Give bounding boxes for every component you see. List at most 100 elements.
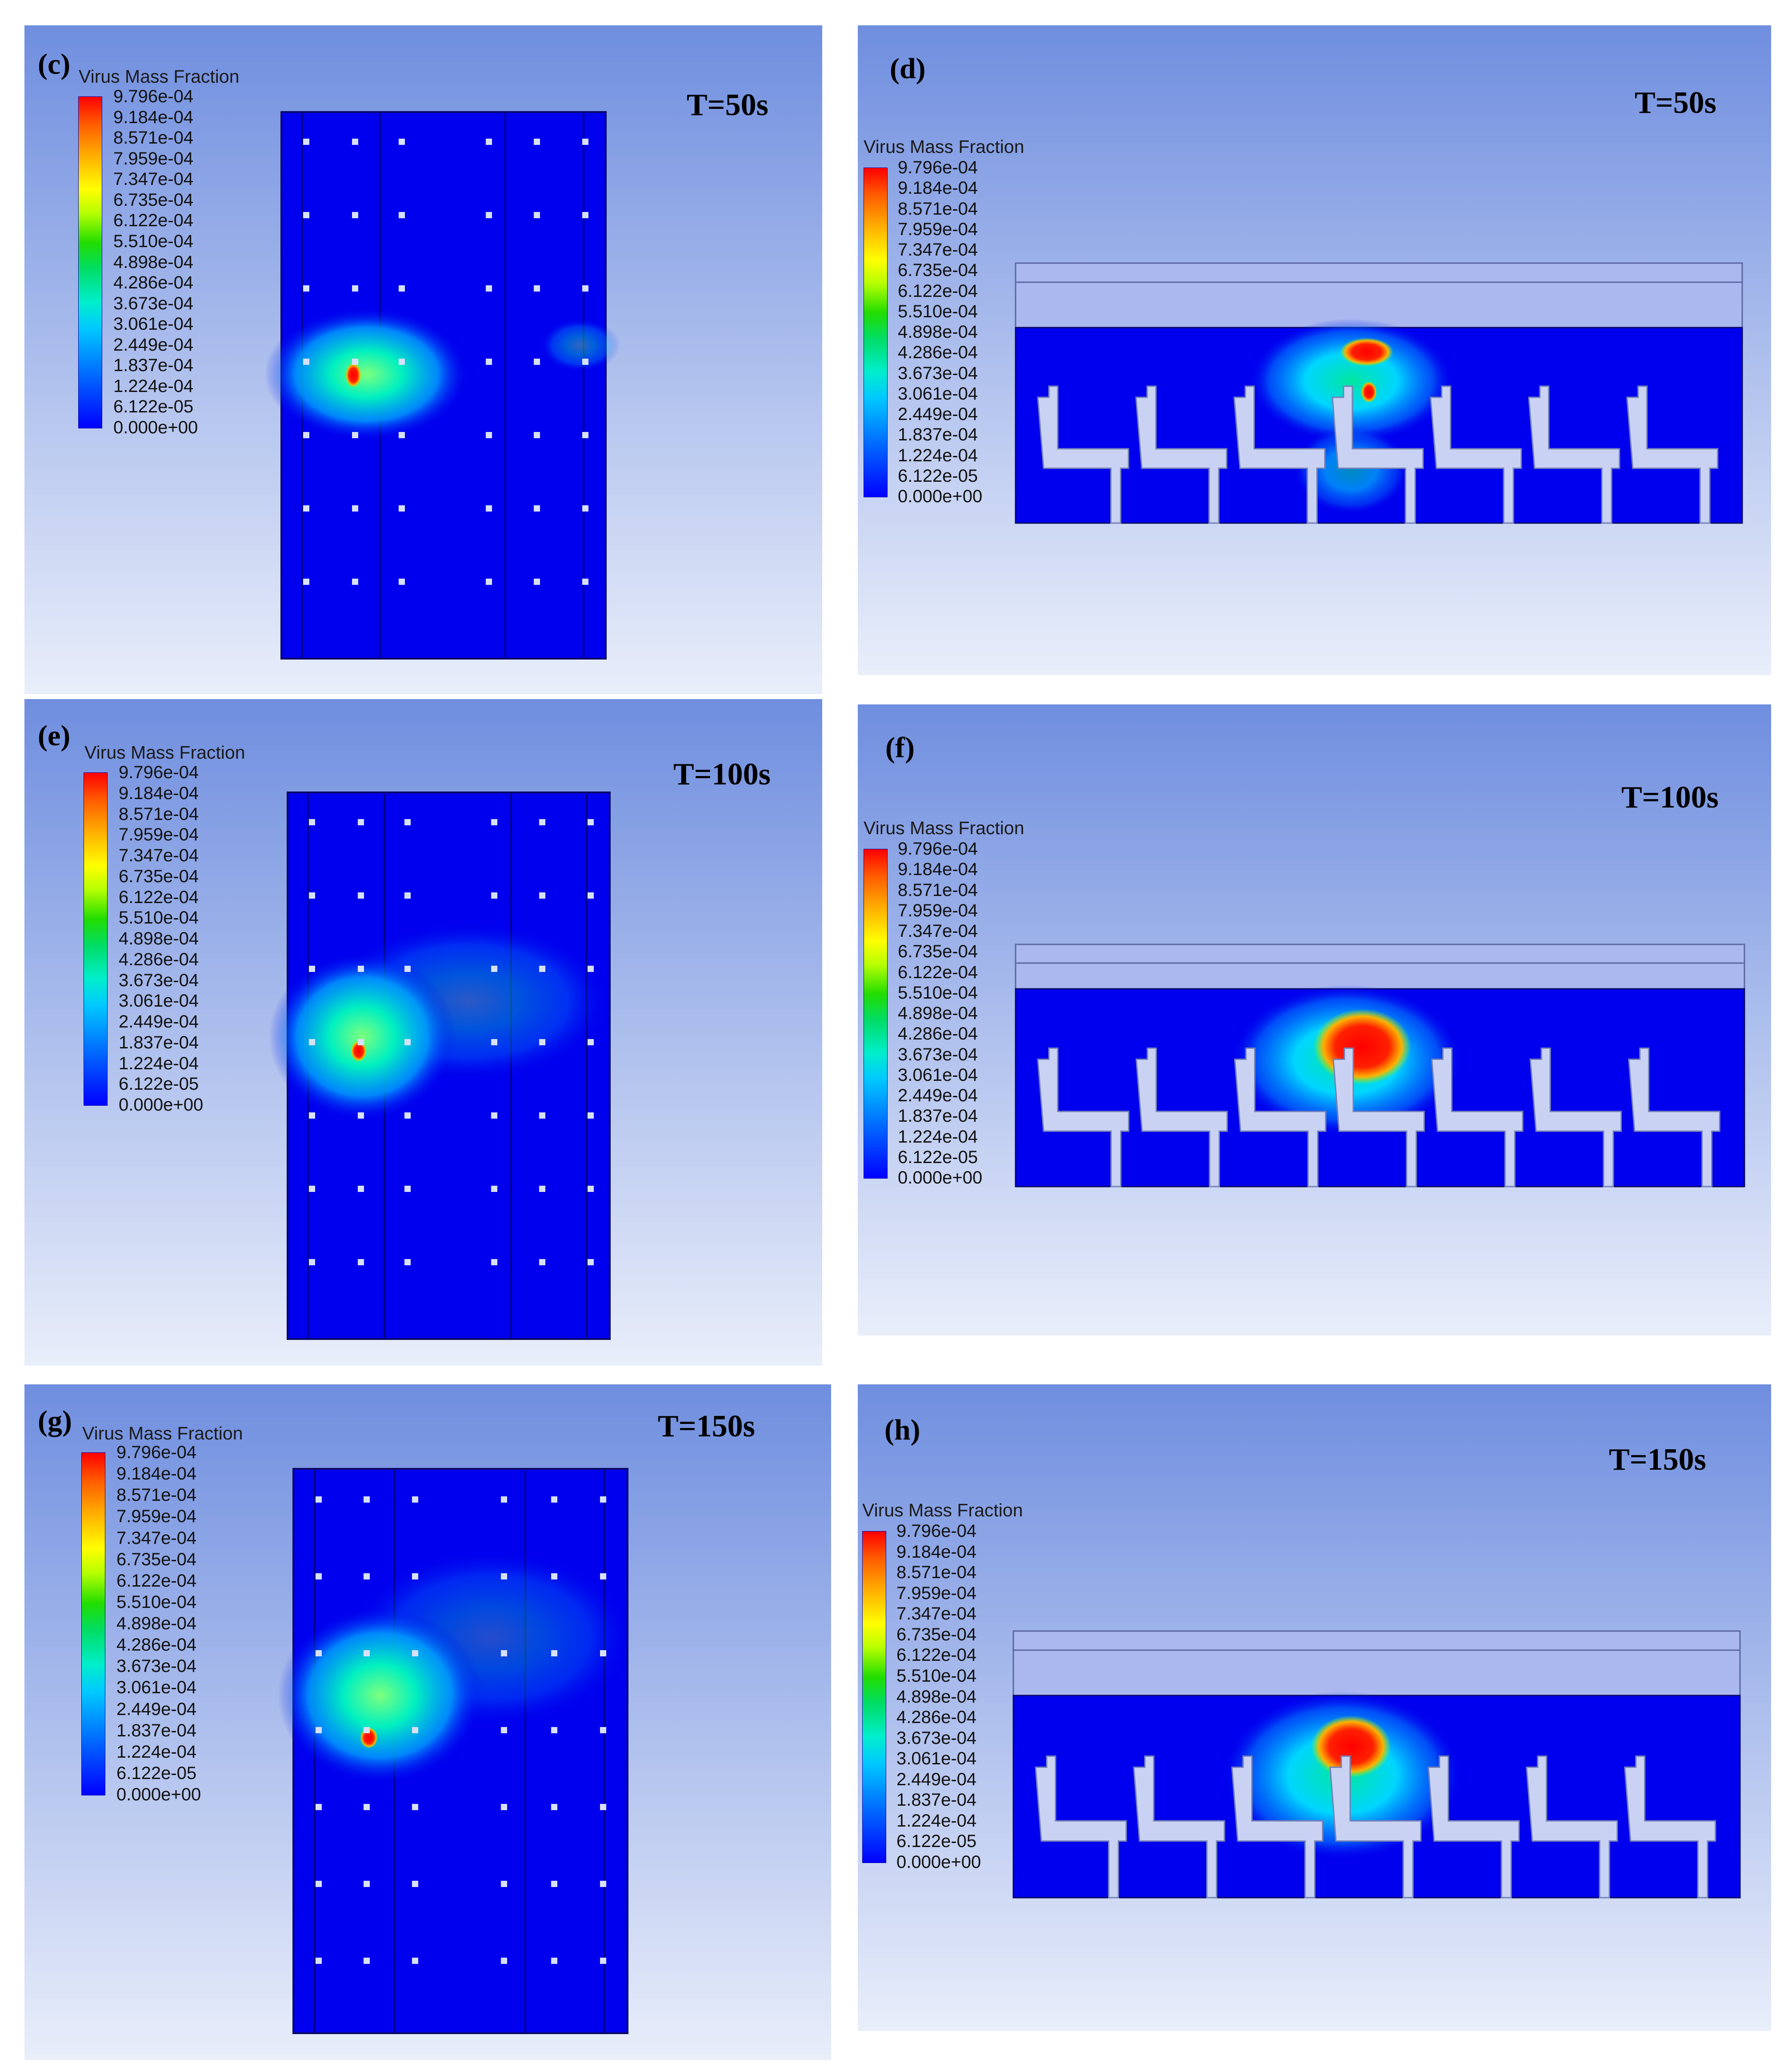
legend-tick-label: 0.000e+00 (116, 1785, 201, 1804)
legend-title: Virus Mass Fraction (79, 66, 240, 87)
legend-tick-label: 4.286e-04 (898, 343, 978, 363)
legend-tick-label: 3.673e-04 (113, 293, 194, 313)
legend-tick-label: 6.122e-04 (116, 1571, 197, 1591)
legend-tick-label: 1.837e-04 (113, 356, 194, 376)
legend-tick-label: 9.796e-04 (898, 839, 978, 859)
legend-tick-label: 0.000e+00 (898, 1168, 983, 1187)
seat-outline (1135, 385, 1228, 524)
seat-outline (1626, 385, 1719, 524)
panel-label: (h) (884, 1414, 920, 1446)
legend-tick-label: 8.571e-04 (113, 128, 194, 148)
panel-label: (e) (38, 720, 71, 752)
legend-tick-label: 8.571e-04 (116, 1485, 197, 1505)
color-scale-ticks: 9.796e-04 9.184e-04 8.571e-04 7.959e-04 7.34… (898, 159, 982, 505)
seat-outline (1035, 1755, 1127, 1899)
legend-tick-label: 4.286e-04 (898, 1024, 978, 1044)
legend-tick-label: 8.571e-04 (898, 880, 978, 900)
legend-tick-label: 7.959e-04 (116, 1507, 197, 1527)
color-scale-bar (864, 168, 888, 497)
panel-label: (f) (885, 732, 915, 764)
legend-tick-label: 6.122e-05 (896, 1831, 977, 1851)
panel-f-side-view: (f) T=100s Virus Mass Fraction 9.796e-04… (858, 704, 1771, 1335)
side-view-plot (858, 1384, 1771, 2031)
legend-tick-label: 4.898e-04 (896, 1687, 977, 1707)
legend-tick-label: 4.286e-04 (116, 1635, 197, 1655)
legend-tick-label: 2.449e-04 (116, 1699, 197, 1719)
legend-tick-label: 5.510e-04 (896, 1666, 977, 1686)
panel-e-top-view: (e) Virus Mass Fraction T=100s 9.796e-04… (24, 699, 822, 1366)
legend-tick-label: 9.796e-04 (116, 1443, 197, 1462)
time-label: T=150s (1609, 1443, 1706, 1477)
seat-outline (1624, 1755, 1716, 1899)
legend-tick-label: 1.224e-04 (898, 445, 978, 465)
legend-tick-label: 3.061e-04 (116, 1678, 197, 1698)
legend-tick-label: 3.061e-04 (113, 314, 194, 334)
legend-tick-label: 7.347e-04 (898, 921, 978, 941)
seat-outline (1628, 1047, 1720, 1187)
legend-tick-label: 3.061e-04 (898, 1065, 978, 1085)
legend-tick-label: 7.959e-04 (898, 900, 978, 920)
legend-tick-label: 7.347e-04 (896, 1604, 977, 1624)
legend-tick-label: 8.571e-04 (898, 199, 978, 219)
seat-row (1037, 385, 1719, 524)
legend-tick-label: 4.286e-04 (896, 1707, 977, 1727)
color-scale-bar (864, 849, 888, 1179)
panel-d-side-view: (d) T=50s Virus Mass Fraction 9.796e-04 9… (858, 25, 1771, 675)
legend-tick-label: 2.449e-04 (113, 335, 194, 355)
legend-tick-label: 2.449e-04 (119, 1012, 199, 1032)
seat-outline (1529, 1047, 1622, 1187)
seat-outline (1428, 1755, 1520, 1899)
legend-title: Virus Mass Fraction (82, 1423, 243, 1443)
legend-tick-label: 1.224e-04 (113, 376, 194, 396)
seat-row (1035, 1755, 1716, 1899)
side-view-plot (858, 25, 1771, 675)
legend-tick-label: 4.898e-04 (116, 1614, 197, 1633)
time-label: T=100s (1621, 780, 1719, 815)
legend-tick-label: 8.571e-04 (119, 804, 199, 824)
seat-outline (1037, 1047, 1130, 1187)
legend-tick-label: 1.224e-04 (896, 1811, 977, 1831)
legend-tick-label: 1.837e-04 (898, 1106, 978, 1126)
legend-tick-label: 4.898e-04 (898, 322, 978, 342)
seat-outline (1526, 1755, 1618, 1899)
legend-tick-label: 1.224e-04 (119, 1053, 199, 1073)
panel-label: (g) (38, 1405, 72, 1437)
legend-tick-label: 6.122e-05 (113, 397, 194, 417)
legend-tick-label: 3.061e-04 (119, 991, 199, 1011)
legend-tick-label: 1.224e-04 (898, 1127, 978, 1147)
legend-tick-label: 1.837e-04 (116, 1720, 197, 1740)
legend-tick-label: 6.735e-04 (119, 866, 199, 886)
legend-tick-label: 3.673e-04 (116, 1656, 197, 1676)
legend-tick-label: 7.959e-04 (113, 148, 194, 168)
legend-tick-label: 2.449e-04 (898, 1086, 978, 1105)
side-view-plot (858, 704, 1771, 1335)
legend-tick-label: 5.510e-04 (113, 231, 194, 251)
legend-tick-label: 0.000e+00 (898, 487, 983, 506)
legend-tick-label: 6.122e-04 (113, 211, 194, 231)
legend-tick-label: 7.347e-04 (113, 169, 194, 189)
legend-tick-label: 6.122e-05 (116, 1763, 197, 1783)
legend-tick-label: 7.347e-04 (898, 240, 978, 260)
legend-tick-label: 5.510e-04 (119, 908, 199, 928)
legend-title: Virus Mass Fraction (862, 1500, 1023, 1520)
legend-title: Virus Mass Fraction (84, 742, 245, 763)
legend-tick-label: 4.286e-04 (113, 273, 194, 293)
seat-outline (1233, 385, 1326, 524)
color-scale-bar (862, 1531, 886, 1863)
legend-tick-label: 1.837e-04 (896, 1790, 977, 1810)
seat-outline (1329, 1755, 1422, 1899)
legend-tick-label: 4.898e-04 (898, 1004, 978, 1023)
seat-outline (1234, 1047, 1327, 1187)
legend-tick-label: 6.122e-04 (898, 962, 978, 982)
legend-tick-label: 0.000e+00 (113, 418, 198, 437)
legend-tick-label: 6.122e-05 (119, 1074, 199, 1094)
legend-tick-label: 5.510e-04 (898, 983, 978, 1003)
legend-tick-label: 6.122e-05 (898, 1147, 978, 1167)
legend-tick-label: 0.000e+00 (119, 1095, 204, 1115)
panel-h-side-view: (h) T=150s Virus Mass Fraction 9.796e-04… (858, 1384, 1771, 2031)
color-scale-bar (78, 96, 102, 428)
air-vent-dots (303, 139, 588, 585)
legend-tick-label: 4.898e-04 (113, 252, 194, 272)
color-scale-bar (81, 1452, 105, 1795)
legend-title: Virus Mass Fraction (864, 818, 1024, 838)
